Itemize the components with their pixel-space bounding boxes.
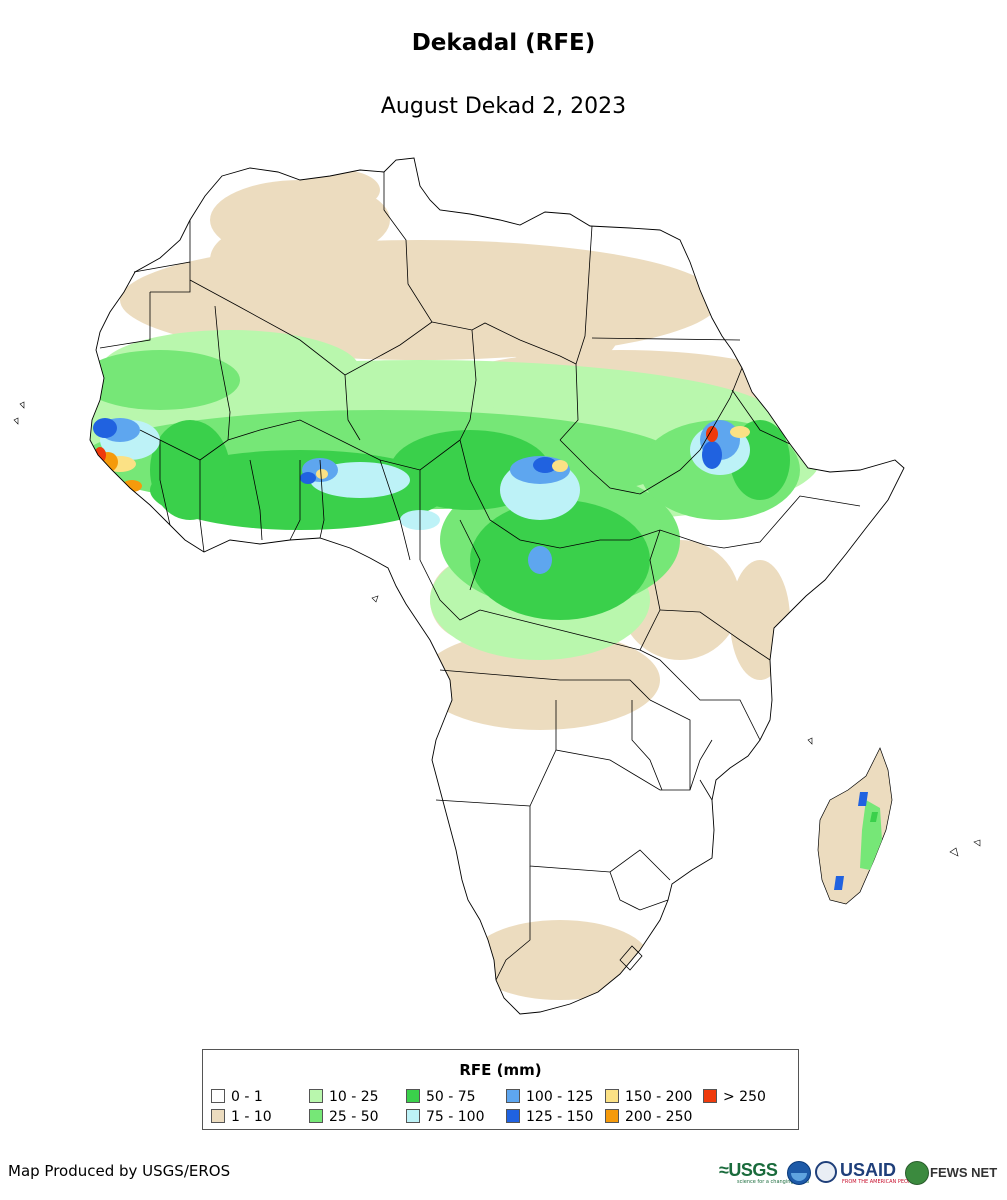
rainfall-area <box>94 447 106 463</box>
usgs-tagline: science for a changing world <box>737 1179 809 1185</box>
legend-item: 75 - 100 <box>406 1109 485 1125</box>
legend-item: 25 - 50 <box>309 1109 379 1125</box>
legend-label: 75 - 100 <box>426 1109 485 1125</box>
rainfall-layer <box>90 158 904 1014</box>
rfe-legend: RFE (mm) 0 - 1 1 - 10 10 - 25 25 - 50 50 - 7… <box>202 1049 799 1130</box>
legend-swatch <box>703 1089 717 1103</box>
legend-swatch <box>506 1089 520 1103</box>
legend-swatch <box>506 1109 520 1123</box>
legend-item: 50 - 75 <box>406 1089 476 1105</box>
legend-title: RFE (mm) <box>459 1061 542 1079</box>
legend-item: 100 - 125 <box>506 1089 593 1105</box>
legend-label: 0 - 1 <box>231 1089 263 1105</box>
legend-label: 10 - 25 <box>329 1089 379 1105</box>
small-islands <box>13 401 981 857</box>
legend-swatch <box>406 1109 420 1123</box>
rainfall-area <box>702 441 722 469</box>
rainfall-area <box>730 560 790 680</box>
legend-item: 150 - 200 <box>605 1089 692 1105</box>
legend-label: 150 - 200 <box>625 1089 693 1105</box>
usgs-logo: ≈USGS <box>719 1160 778 1180</box>
rainfall-area <box>90 350 240 410</box>
rainfall-area <box>420 630 660 730</box>
legend-swatch <box>605 1109 619 1123</box>
usaid-logo: USAID <box>840 1160 897 1180</box>
legend-swatch <box>309 1089 323 1103</box>
country-borders <box>99 172 861 981</box>
rainfall-area <box>210 230 290 290</box>
agency-logos: ≈USGS science for a changing world USAID… <box>719 1158 999 1186</box>
fews-net-logo: FEWS NET <box>930 1165 998 1180</box>
legend-item: 125 - 150 <box>506 1109 593 1125</box>
africa-rainfall-map <box>13 157 981 1015</box>
map-subtitle: August Dekad 2, 2023 <box>380 94 627 119</box>
rainfall-area <box>470 500 650 620</box>
rainfall-area <box>150 420 230 520</box>
legend-item: 200 - 250 <box>605 1109 692 1125</box>
rainfall-area <box>500 290 620 370</box>
legend-item: 10 - 25 <box>309 1089 379 1105</box>
legend-label: 25 - 50 <box>329 1109 379 1125</box>
rainfall-area <box>730 426 750 438</box>
rainfall-area <box>528 546 552 574</box>
rainfall-area <box>300 170 380 210</box>
legend-swatch <box>605 1089 619 1103</box>
legend-label: 200 - 250 <box>625 1109 693 1125</box>
rainfall-area <box>300 472 316 484</box>
legend-label: 125 - 150 <box>526 1109 594 1125</box>
legend-item: > 250 <box>703 1089 766 1105</box>
rainfall-area <box>706 426 718 442</box>
rainfall-area <box>470 920 650 1000</box>
noaa-logo-icon <box>787 1161 811 1185</box>
legend-swatch <box>406 1089 420 1103</box>
fews-globe-icon <box>905 1161 929 1185</box>
rainfall-area <box>316 469 328 479</box>
legend-swatch <box>309 1109 323 1123</box>
legend-label: 50 - 75 <box>426 1089 476 1105</box>
madagascar <box>817 747 893 905</box>
legend-label: > 250 <box>723 1089 766 1105</box>
legend-swatch <box>211 1089 225 1103</box>
legend-label: 1 - 10 <box>231 1109 272 1125</box>
legend-swatch <box>211 1109 225 1123</box>
map-title: Dekadal (RFE) <box>411 30 596 56</box>
rainfall-area <box>93 418 117 438</box>
usaid-seal-icon <box>815 1161 837 1183</box>
legend-item: 0 - 1 <box>211 1089 263 1105</box>
map-credit: Map Produced by USGS/EROS <box>8 1162 231 1180</box>
usaid-tagline: FROM THE AMERICAN PEOPLE <box>842 1179 917 1185</box>
rainfall-area <box>552 460 568 472</box>
rainfall-area <box>533 457 557 473</box>
legend-item: 1 - 10 <box>211 1109 272 1125</box>
legend-label: 100 - 125 <box>526 1089 594 1105</box>
